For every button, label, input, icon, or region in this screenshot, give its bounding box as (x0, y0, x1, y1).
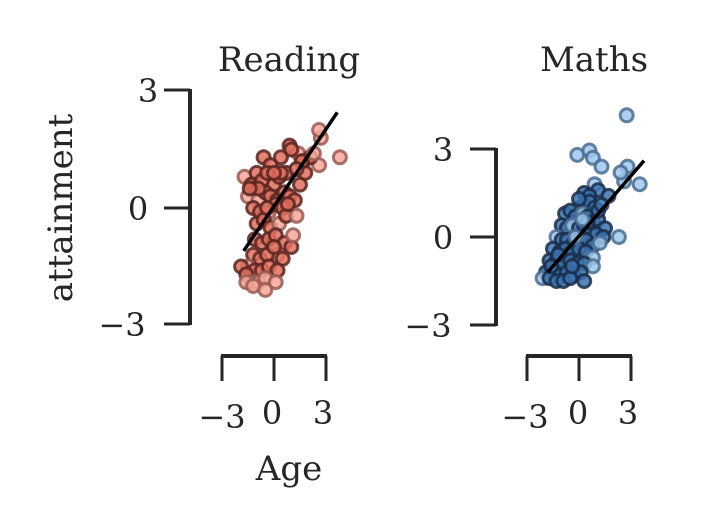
data-point-maths (564, 258, 581, 275)
data-point-maths (612, 164, 629, 181)
x-tick-label-reading-0: 0 (262, 394, 282, 432)
panel-reading-title: Reading (218, 40, 360, 80)
data-point-reading (267, 274, 284, 291)
y-tick-label-maths-neg3: −3 (404, 307, 451, 345)
data-point-reading (331, 149, 348, 166)
x-tick-label-reading-neg3: −3 (198, 398, 245, 436)
data-point-maths (571, 190, 587, 207)
data-point-maths (593, 158, 610, 175)
panel-maths-title: Maths (540, 40, 648, 80)
x-tick-label-maths-neg3: −3 (501, 398, 548, 436)
y-tick-label-reading-0: 0 (128, 190, 148, 228)
y-axis-label: attainment (41, 113, 81, 302)
data-point-reading (279, 196, 296, 213)
panel-reading: Reading attainment 3 0 −3 −3 0 3 Age (41, 40, 360, 489)
data-point-reading (283, 141, 300, 158)
scatter-points-reading (233, 122, 348, 298)
data-point-reading (288, 207, 305, 224)
y-tick-label-maths-0: 0 (433, 219, 453, 257)
data-point-reading (266, 164, 282, 181)
data-point-reading (257, 281, 274, 298)
data-point-reading (266, 239, 282, 255)
x-axis-label: Age (255, 449, 322, 489)
data-point-reading (241, 180, 258, 197)
data-point-maths (574, 211, 591, 228)
regression-line-reading (242, 111, 339, 252)
data-point-maths (576, 273, 593, 289)
y-tick-label-reading-neg3: −3 (98, 306, 145, 344)
x-tick-label-maths-0: 0 (568, 394, 588, 432)
y-tick-label-reading-3: 3 (138, 72, 158, 110)
data-point-maths (591, 234, 608, 251)
y-tick-label-maths-3: 3 (433, 131, 453, 169)
data-point-maths (631, 176, 648, 193)
x-tick-label-reading-3: 3 (313, 394, 333, 432)
data-point-reading (272, 149, 289, 166)
panel-maths: Maths 3 0 −3 −3 0 3 (404, 40, 648, 436)
regression-line-maths (546, 159, 646, 274)
scatter-points-maths (534, 107, 648, 289)
data-point-maths (610, 229, 627, 245)
data-point-reading (285, 227, 302, 244)
data-point-maths (618, 107, 635, 124)
data-point-maths (584, 258, 601, 275)
x-tick-label-maths-3: 3 (618, 394, 638, 432)
